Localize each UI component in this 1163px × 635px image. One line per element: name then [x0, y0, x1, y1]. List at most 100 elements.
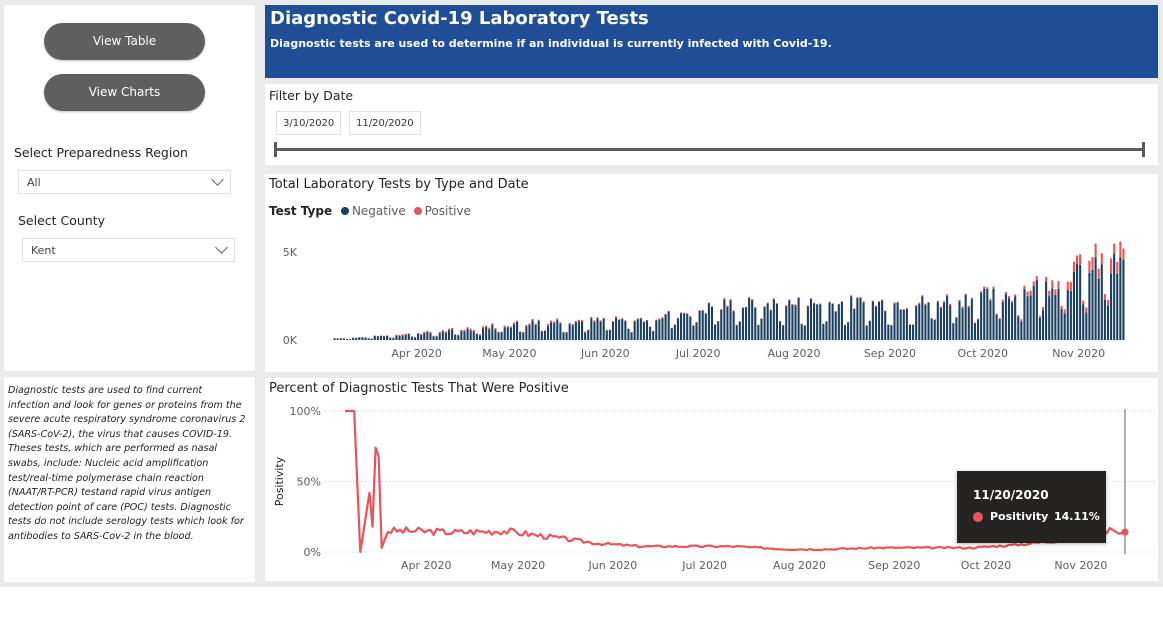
- bar-negative[interactable]: [884, 311, 887, 340]
- bar-negative[interactable]: [983, 288, 986, 340]
- bar-negative[interactable]: [683, 313, 686, 340]
- bar-negative[interactable]: [1082, 304, 1085, 340]
- bar-positive[interactable]: [537, 319, 540, 321]
- bar-positive[interactable]: [748, 297, 751, 299]
- bar-positive[interactable]: [701, 309, 704, 311]
- bar-negative[interactable]: [837, 304, 840, 340]
- bar-negative[interactable]: [1048, 296, 1051, 340]
- bar-positive[interactable]: [1066, 281, 1069, 291]
- bar-negative[interactable]: [1007, 298, 1011, 340]
- bar-positive[interactable]: [735, 324, 738, 326]
- bar-negative[interactable]: [1057, 288, 1060, 340]
- bar-negative[interactable]: [485, 327, 488, 340]
- bar-negative[interactable]: [429, 333, 432, 340]
- bar-positive[interactable]: [877, 301, 881, 302]
- bar-positive[interactable]: [1106, 299, 1110, 306]
- bar-negative[interactable]: [1094, 257, 1097, 340]
- bar-positive[interactable]: [596, 317, 599, 319]
- bar-negative[interactable]: [952, 323, 955, 340]
- bar-negative[interactable]: [782, 325, 785, 340]
- bar-positive[interactable]: [1088, 260, 1091, 273]
- bar-positive[interactable]: [488, 327, 491, 330]
- bar-negative[interactable]: [1023, 288, 1026, 340]
- bar-positive[interactable]: [1094, 243, 1097, 258]
- bar-negative[interactable]: [819, 304, 822, 340]
- bar-positive[interactable]: [1063, 309, 1066, 314]
- bar-positive[interactable]: [995, 313, 998, 315]
- bar-positive[interactable]: [967, 305, 970, 308]
- bar-negative[interactable]: [481, 328, 485, 340]
- bar-negative[interactable]: [565, 332, 568, 340]
- bar-positive[interactable]: [933, 319, 936, 320]
- bar-positive[interactable]: [729, 299, 732, 301]
- bar-negative[interactable]: [853, 308, 856, 340]
- bar-positive[interactable]: [1001, 299, 1004, 303]
- bar-negative[interactable]: [868, 320, 871, 340]
- bar-positive[interactable]: [407, 333, 410, 335]
- bar-negative[interactable]: [574, 322, 577, 340]
- bar-positive[interactable]: [608, 329, 611, 331]
- bar-positive[interactable]: [466, 327, 469, 329]
- bar-negative[interactable]: [856, 298, 859, 340]
- bar-positive[interactable]: [602, 317, 605, 319]
- bar-negative[interactable]: [432, 336, 435, 340]
- bar-negative[interactable]: [379, 335, 383, 340]
- bar-negative[interactable]: [720, 309, 723, 340]
- bar-negative[interactable]: [1122, 259, 1125, 340]
- bar-positive[interactable]: [918, 302, 921, 304]
- bar-positive[interactable]: [1110, 258, 1113, 274]
- bar-negative[interactable]: [686, 313, 689, 340]
- bar-negative[interactable]: [912, 324, 915, 340]
- bar-positive[interactable]: [744, 306, 748, 308]
- bar-negative[interactable]: [723, 299, 726, 340]
- bar-negative[interactable]: [998, 319, 1001, 340]
- bar-negative[interactable]: [562, 332, 565, 340]
- bar-negative[interactable]: [596, 318, 599, 340]
- bar-negative[interactable]: [667, 311, 670, 340]
- bar-positive[interactable]: [720, 308, 723, 310]
- bar-negative[interactable]: [608, 330, 611, 340]
- bar-positive[interactable]: [1029, 290, 1032, 296]
- bar-positive[interactable]: [611, 320, 615, 322]
- bar-positive[interactable]: [1011, 300, 1014, 303]
- bar-negative[interactable]: [735, 325, 738, 340]
- bar-positive[interactable]: [447, 328, 451, 331]
- bar-positive[interactable]: [1091, 257, 1094, 270]
- bar-negative[interactable]: [751, 300, 754, 340]
- bar-negative[interactable]: [447, 330, 451, 340]
- bar-negative[interactable]: [763, 307, 766, 340]
- bar-negative[interactable]: [859, 297, 862, 340]
- bar-positive[interactable]: [850, 295, 853, 297]
- bar-positive[interactable]: [726, 305, 729, 307]
- date-slider-start-handle[interactable]: [274, 142, 277, 157]
- bar-negative[interactable]: [618, 319, 621, 340]
- bar-negative[interactable]: [800, 324, 803, 340]
- bar-negative[interactable]: [348, 339, 352, 340]
- bar-negative[interactable]: [491, 324, 494, 340]
- bar-negative[interactable]: [1085, 312, 1088, 340]
- bar-negative[interactable]: [500, 332, 503, 340]
- bar-negative[interactable]: [645, 320, 649, 340]
- bar-positive[interactable]: [1026, 291, 1029, 297]
- bar-negative[interactable]: [809, 299, 813, 340]
- bar-negative[interactable]: [475, 334, 478, 340]
- bar-negative[interactable]: [382, 336, 386, 340]
- bar-positive[interactable]: [382, 335, 386, 337]
- bar-positive[interactable]: [1032, 281, 1035, 286]
- bar-positive[interactable]: [423, 331, 426, 333]
- bar-negative[interactable]: [460, 330, 463, 340]
- bar-negative[interactable]: [797, 298, 800, 340]
- bar-positive[interactable]: [862, 301, 865, 303]
- bar-negative[interactable]: [404, 334, 407, 340]
- bar-negative[interactable]: [1017, 316, 1020, 340]
- bar-negative[interactable]: [964, 294, 967, 340]
- bar-positive[interactable]: [618, 319, 621, 320]
- bar-positive[interactable]: [417, 333, 420, 334]
- bar-negative[interactable]: [813, 303, 816, 340]
- bar-negative[interactable]: [661, 318, 664, 340]
- bar-negative[interactable]: [642, 322, 645, 340]
- bar-positive[interactable]: [500, 331, 503, 333]
- bar-negative[interactable]: [636, 319, 639, 340]
- bar-positive[interactable]: [528, 323, 531, 325]
- bar-negative[interactable]: [454, 334, 457, 340]
